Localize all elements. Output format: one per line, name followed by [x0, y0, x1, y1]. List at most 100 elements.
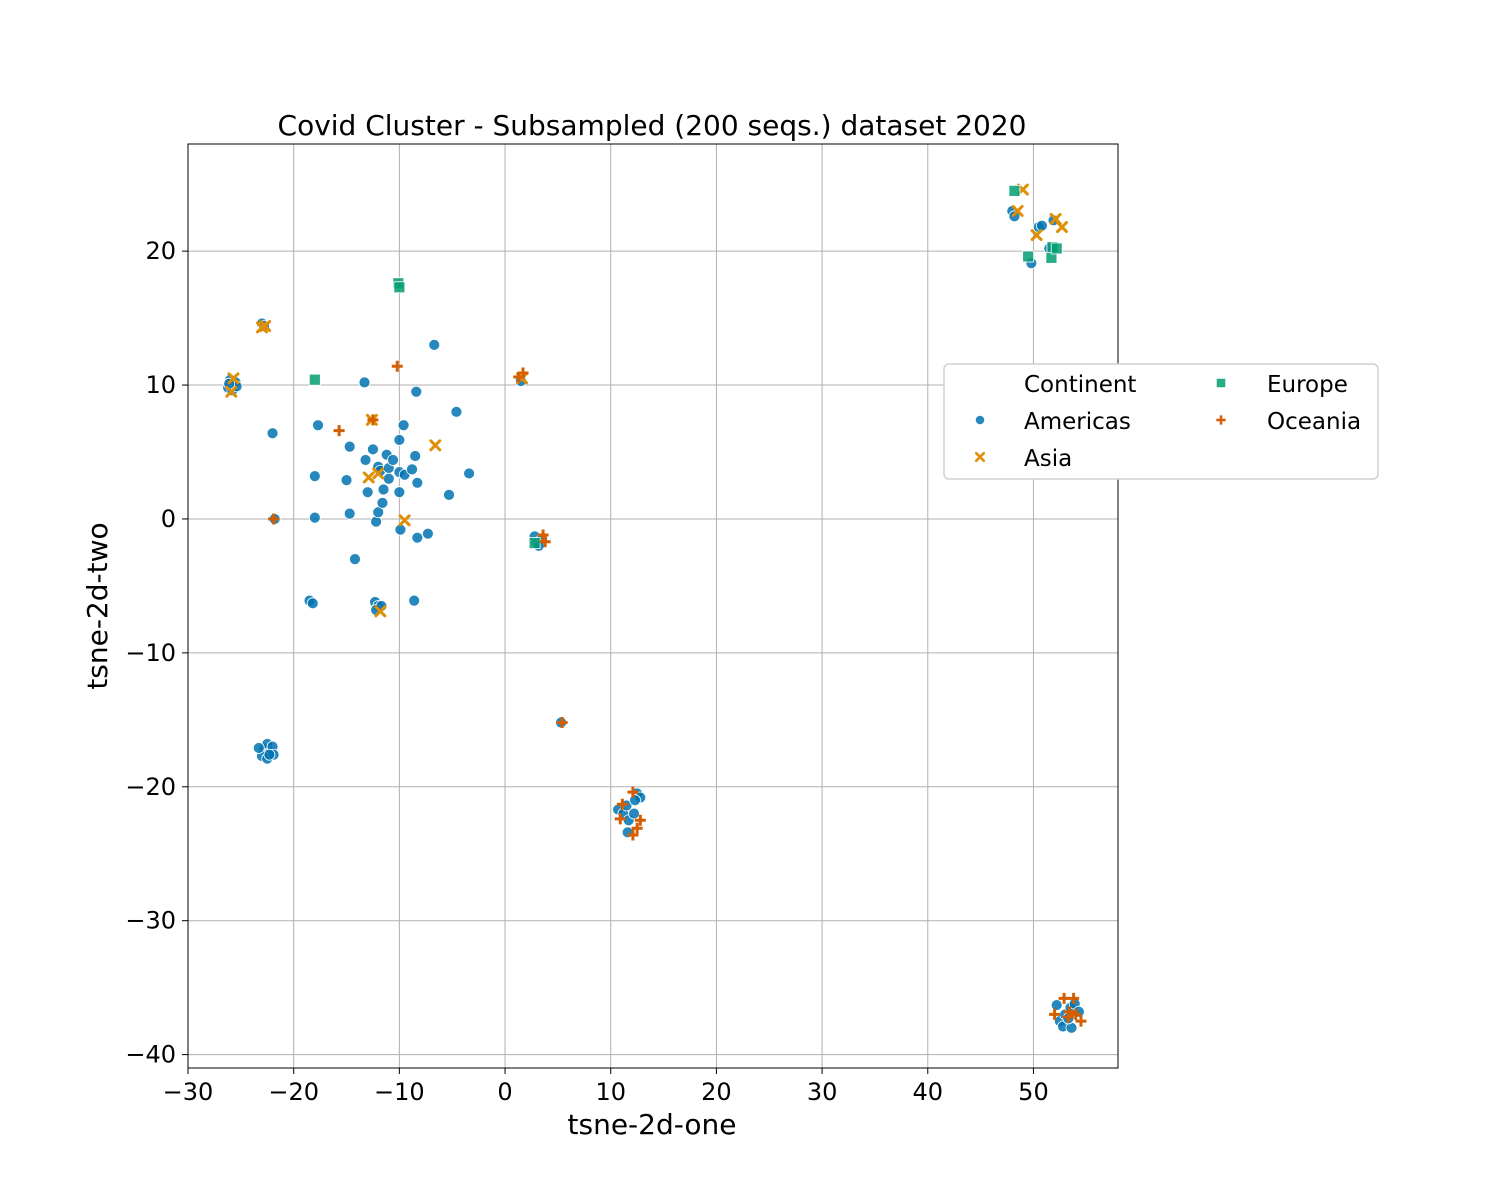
data-point [361, 486, 374, 499]
x-tick-label: −30 [163, 1078, 214, 1106]
chart-title: Covid Cluster - Subsampled (200 seqs.) d… [278, 109, 1027, 142]
data-point [393, 434, 406, 446]
y-tick-label: −20 [125, 773, 176, 801]
data-point [411, 476, 424, 489]
legend-label-oceania: Oceania [1267, 409, 1361, 435]
data-point [517, 367, 529, 379]
y-axis-ticks: −40 −30 −20 −10 0 10 20 [125, 237, 188, 1069]
data-point [614, 813, 626, 825]
data-point [1049, 1008, 1061, 1020]
data-point [539, 536, 551, 548]
legend-marker-asia [974, 451, 986, 463]
data-point [1008, 184, 1021, 197]
data-point [367, 443, 379, 456]
data-point [306, 597, 319, 610]
data-point [429, 439, 442, 452]
y-tick-label: 10 [145, 371, 176, 399]
y-tick-label: −10 [125, 639, 176, 667]
data-point [225, 385, 238, 398]
legend-title: Continent [1024, 372, 1136, 398]
data-point [362, 471, 375, 484]
data-point [397, 419, 410, 432]
data-point [628, 807, 640, 820]
data-point [1049, 212, 1062, 225]
legend-label-americas: Americas [1024, 409, 1131, 435]
legend-marker-europe [1215, 377, 1227, 389]
data-point [629, 794, 641, 807]
legend-marker-americas [974, 414, 986, 426]
data-point [631, 822, 643, 834]
data-point [1030, 229, 1043, 242]
data-point [268, 513, 280, 525]
data-point [1058, 992, 1070, 1004]
data-points [222, 183, 1087, 1034]
legend: Continent Americas Asia Europe Oceania [943, 363, 1379, 480]
legend-label-europe: Europe [1267, 372, 1348, 398]
data-point [1050, 999, 1063, 1011]
data-point [308, 470, 321, 483]
x-tick-label: 20 [701, 1078, 732, 1106]
plot-frame [187, 143, 1119, 1069]
series-asia [225, 183, 1068, 618]
data-point [259, 320, 272, 333]
data-point [1008, 210, 1021, 223]
x-tick-label: 10 [595, 1078, 626, 1106]
y-tick-label: −30 [125, 907, 176, 935]
data-point [398, 514, 411, 527]
data-point [421, 527, 434, 540]
y-tick-label: −40 [125, 1041, 176, 1069]
data-point [450, 405, 463, 418]
data-point [308, 373, 321, 386]
data-point [616, 798, 628, 810]
data-point [428, 338, 441, 351]
data-point [537, 529, 549, 541]
data-point [1068, 992, 1080, 1004]
data-point [374, 605, 387, 618]
data-point [227, 372, 240, 385]
data-point [556, 717, 568, 729]
data-point [1062, 1011, 1074, 1023]
data-point [391, 360, 403, 372]
data-point [1022, 250, 1035, 263]
data-point [377, 483, 390, 496]
x-tick-label: 40 [912, 1078, 943, 1106]
data-point [349, 553, 361, 566]
data-point [312, 419, 324, 432]
data-point [463, 467, 476, 480]
data-point [252, 742, 265, 754]
series-europe [308, 184, 1063, 549]
data-point [340, 474, 353, 487]
series-americas [222, 205, 1085, 1034]
grid-lines [187, 144, 1118, 1068]
data-point [1070, 1008, 1082, 1020]
data-point [358, 376, 371, 389]
x-axis-title: tsne-2d-one [568, 1108, 737, 1141]
data-point [343, 440, 356, 453]
data-point [372, 467, 385, 480]
data-point [393, 486, 406, 499]
data-point [263, 748, 276, 761]
data-point [627, 786, 639, 798]
data-point [410, 385, 423, 398]
data-point [393, 281, 406, 294]
x-tick-label: 30 [807, 1078, 838, 1106]
y-tick-label: 20 [145, 237, 176, 265]
data-point [266, 427, 279, 440]
data-point [308, 511, 321, 524]
data-point [409, 450, 422, 462]
data-point [627, 829, 639, 841]
data-point [411, 531, 424, 544]
legend-box [943, 363, 1379, 480]
y-tick-label: 0 [161, 505, 176, 533]
data-point [408, 594, 421, 607]
data-point [1011, 204, 1024, 217]
x-axis-ticks: −30 −20 −10 0 10 20 30 40 50 [163, 1068, 1049, 1106]
data-point [376, 496, 389, 509]
data-point [333, 425, 345, 437]
x-tick-label: 50 [1018, 1078, 1049, 1106]
data-point [1075, 1015, 1087, 1027]
data-point [343, 507, 356, 520]
legend-label-asia: Asia [1024, 446, 1072, 472]
data-point [443, 488, 455, 501]
